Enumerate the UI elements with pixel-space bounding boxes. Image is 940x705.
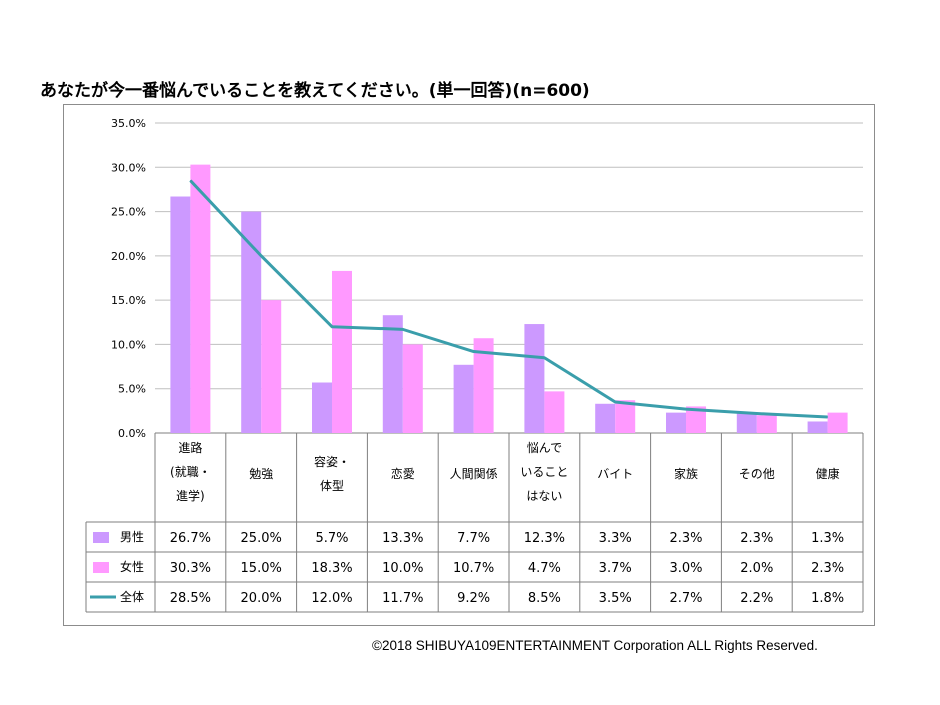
category-label: 容姿・ xyxy=(314,454,350,469)
data-label: 7.7% xyxy=(457,531,490,546)
category-label: 勉強 xyxy=(249,467,273,481)
point-total xyxy=(543,357,545,359)
bar-male xyxy=(524,324,545,433)
point-total xyxy=(331,326,333,328)
category-label: 悩んで xyxy=(527,441,562,455)
chart-frame xyxy=(63,104,875,626)
point-total xyxy=(827,416,829,418)
category-label: はない xyxy=(526,489,562,503)
data-label: 10.0% xyxy=(382,561,423,576)
legend-key-male xyxy=(93,532,109,543)
category-label: 健康 xyxy=(816,466,840,481)
legend-key-female xyxy=(93,562,109,573)
point-total xyxy=(685,408,687,410)
category-label: 恋愛 xyxy=(391,466,415,481)
data-label: 1.8% xyxy=(811,591,844,606)
data-label: 8.5% xyxy=(528,591,561,606)
category-label: (就職・ xyxy=(170,465,211,479)
bar-male xyxy=(807,421,828,433)
bar-female xyxy=(190,164,211,433)
y-tick-label: 20.0% xyxy=(111,250,146,263)
data-label: 3.7% xyxy=(599,561,632,576)
point-total xyxy=(614,401,616,403)
bar-female xyxy=(332,270,352,433)
data-label: 18.3% xyxy=(311,561,352,576)
legend-label: 男性 xyxy=(120,530,144,544)
data-label: 30.3% xyxy=(170,561,211,576)
data-label: 2.3% xyxy=(740,531,773,546)
data-label: 1.3% xyxy=(811,531,844,546)
bar-female xyxy=(402,344,423,433)
category-label: 人間関係 xyxy=(450,467,498,481)
y-tick-label: 25.0% xyxy=(111,206,146,219)
data-label: 4.7% xyxy=(528,561,561,576)
point-total xyxy=(260,255,262,257)
data-label: 26.7% xyxy=(170,531,211,546)
point-total xyxy=(756,413,758,415)
bar-female xyxy=(473,338,494,433)
point-total xyxy=(402,328,404,330)
bar-male xyxy=(736,412,757,433)
data-label: 12.0% xyxy=(311,591,352,606)
bar-female xyxy=(615,400,636,433)
data-label: 20.0% xyxy=(241,591,282,606)
category-label: その他 xyxy=(739,467,775,481)
data-label: 2.3% xyxy=(669,531,702,546)
data-label: 25.0% xyxy=(241,531,282,546)
point-total xyxy=(189,180,191,182)
bar-male xyxy=(382,315,403,433)
data-label: 3.3% xyxy=(599,531,632,546)
data-label: 2.7% xyxy=(669,591,702,606)
data-label: 2.0% xyxy=(740,561,773,576)
data-label: 10.7% xyxy=(453,561,494,576)
category-label: バイト xyxy=(597,467,633,481)
line-total xyxy=(189,179,828,419)
data-label: 12.3% xyxy=(524,531,565,546)
category-label: 体型 xyxy=(320,479,344,493)
data-label: 3.0% xyxy=(669,561,702,576)
y-tick-label: 35.0% xyxy=(111,117,146,130)
y-tick-label: 30.0% xyxy=(111,161,146,174)
y-tick-label: 0.0% xyxy=(118,427,146,440)
bar-male xyxy=(453,364,474,433)
point-total xyxy=(473,351,475,353)
data-label: 11.7% xyxy=(382,591,423,606)
bar-male xyxy=(312,382,332,433)
chart-title: あなたが今一番悩んでいることを教えてください。(単一回答)(n=600) xyxy=(40,81,590,101)
category-label: 進路 xyxy=(178,440,202,455)
bar-female xyxy=(686,406,706,433)
y-tick-label: 15.0% xyxy=(111,294,146,307)
data-label: 28.5% xyxy=(170,591,211,606)
data-label: 15.0% xyxy=(241,561,282,576)
bar-male xyxy=(666,412,686,433)
bar-male xyxy=(241,211,262,433)
category-label: いること xyxy=(520,465,568,479)
data-label: 5.7% xyxy=(315,531,348,546)
data-label: 9.2% xyxy=(457,591,490,606)
y-tick-label: 10.0% xyxy=(111,338,146,351)
data-label: 13.3% xyxy=(382,531,423,546)
data-label: 2.3% xyxy=(811,561,844,576)
legend-label: 女性 xyxy=(120,559,144,574)
legend-label: 全体 xyxy=(120,589,144,604)
bar-female xyxy=(544,391,565,433)
bar-female xyxy=(261,300,282,433)
bar-female xyxy=(756,415,777,433)
bar-female xyxy=(827,412,848,433)
category-label: 進学) xyxy=(176,488,205,503)
data-label: 3.5% xyxy=(599,591,632,606)
category-label: 家族 xyxy=(674,466,698,481)
copyright-notice: ©2018 SHIBUYA109ENTERTAINMENT Corporatio… xyxy=(372,638,818,653)
data-label: 2.2% xyxy=(740,591,773,606)
bar-male xyxy=(595,403,616,433)
bar-male xyxy=(170,196,191,433)
y-tick-label: 5.0% xyxy=(118,383,146,396)
